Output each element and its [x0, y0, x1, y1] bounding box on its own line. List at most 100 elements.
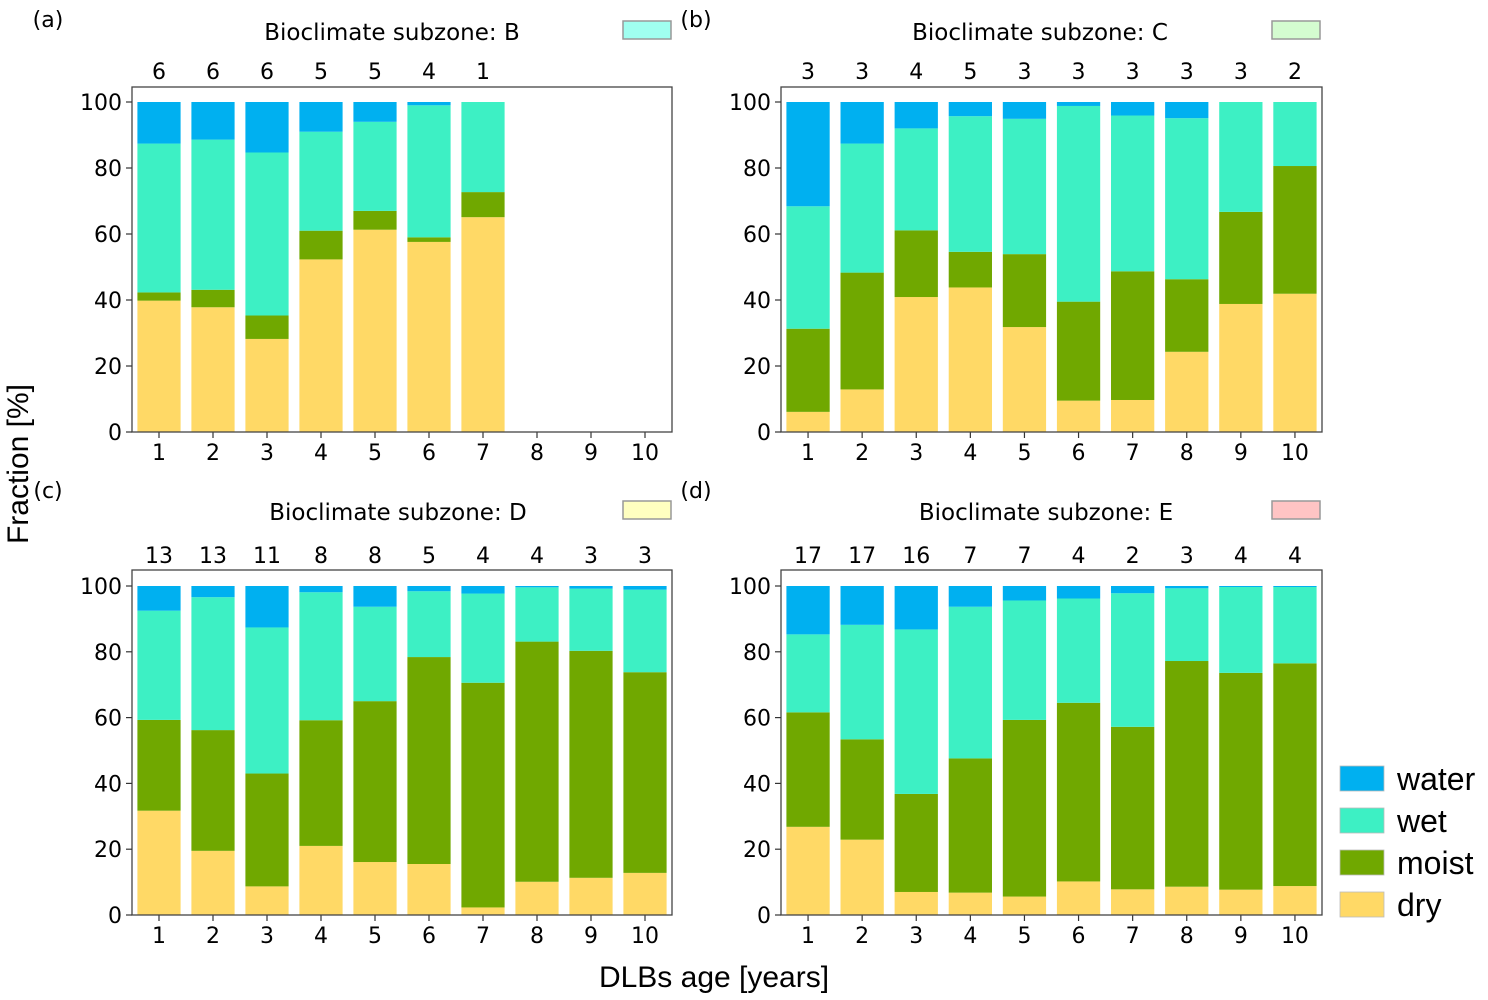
x-tick-label: 4: [314, 441, 328, 466]
bar-segment-moist: [948, 251, 992, 288]
sample-count-label: 3: [1234, 60, 1248, 85]
sample-count-label: 4: [1288, 544, 1302, 569]
y-tick-label: 20: [743, 355, 771, 380]
x-tick-label: 4: [963, 924, 977, 949]
bar-segment-water: [569, 586, 613, 589]
x-tick-label: 9: [1234, 924, 1248, 949]
bar-segment-dry: [137, 300, 181, 432]
bar-segment-dry: [191, 850, 235, 915]
bar-segment-dry: [569, 877, 613, 915]
bar-segment-moist: [840, 272, 884, 390]
bar-segment-moist: [353, 210, 397, 230]
y-tick-label: 100: [729, 91, 771, 116]
bar-segment-water: [245, 102, 289, 153]
bar-segment-wet: [948, 606, 992, 759]
sample-count-label: 7: [1017, 544, 1031, 569]
x-tick-label: 9: [1234, 441, 1248, 466]
bar-segment-water: [137, 586, 181, 611]
sample-count-label: 4: [476, 544, 490, 569]
bar-segment-water: [840, 102, 884, 144]
x-axis-title: DLBs age [years]: [599, 961, 829, 994]
bar-segment-water: [299, 586, 343, 593]
bar-segment-moist: [245, 315, 289, 339]
panel-title: Bioclimate subzone: E: [919, 500, 1173, 526]
bar-segment-dry: [1165, 886, 1209, 915]
y-tick-label: 20: [743, 838, 771, 863]
legend-label-water: water: [1396, 761, 1476, 797]
panel-label: (a): [33, 8, 64, 33]
legend-label-moist: moist: [1397, 845, 1474, 881]
bar-segment-moist: [191, 289, 235, 308]
x-tick-label: 3: [260, 924, 274, 949]
sample-count-label: 1: [476, 60, 490, 85]
x-tick-label: 5: [1017, 441, 1031, 466]
bar-segment-moist: [894, 230, 938, 298]
bar-segment-moist: [299, 230, 343, 260]
bar-segment-moist: [191, 730, 235, 851]
bar-segment-moist: [1002, 719, 1047, 897]
plot-frame: [780, 86, 1323, 433]
sample-count-label: 3: [1072, 60, 1086, 85]
sample-count-label: 5: [314, 60, 328, 85]
bar-segment-water: [1056, 586, 1101, 599]
bar-segment-wet: [299, 131, 343, 231]
sample-count-label: 8: [314, 544, 328, 569]
x-tick-label: 6: [422, 924, 436, 949]
x-tick-label: 2: [206, 924, 220, 949]
y-tick-label: 0: [108, 904, 122, 929]
x-tick-label: 8: [530, 441, 544, 466]
panel-label: (d): [680, 479, 711, 504]
bar-segment-dry: [299, 845, 343, 915]
bar-segment-water: [1002, 102, 1047, 119]
bar-segment-wet: [1273, 102, 1317, 167]
bar-segment-water: [245, 586, 289, 628]
bar-segment-water: [948, 586, 992, 607]
sample-count-label: 8: [368, 544, 382, 569]
bar-segment-dry: [894, 297, 938, 432]
bar-segment-wet: [137, 143, 181, 293]
bar-segment-water: [1002, 586, 1047, 601]
bar-segment-wet: [623, 589, 667, 673]
legend-swatch-moist: [1339, 849, 1385, 876]
bar-segment-wet: [1002, 600, 1047, 720]
bar-segment-water: [894, 586, 938, 630]
bar-segment-dry: [353, 229, 397, 432]
sample-count-label: 2: [1126, 544, 1140, 569]
sample-count-label: 3: [638, 544, 652, 569]
x-tick-label: 3: [909, 924, 923, 949]
bar-segment-wet: [948, 116, 992, 252]
legend: water wet moist dry: [1339, 761, 1476, 923]
legend-swatch-water: [1339, 765, 1385, 792]
bar-segment-moist: [1111, 726, 1155, 890]
bar-segment-dry: [1056, 400, 1101, 432]
x-tick-label: 1: [801, 441, 815, 466]
bar-segment-dry: [786, 826, 830, 915]
x-tick-label: 5: [368, 924, 382, 949]
bar-segment-water: [1111, 102, 1155, 116]
y-tick-label: 80: [743, 157, 771, 182]
y-tick-label: 60: [94, 707, 122, 732]
x-tick-label: 8: [530, 924, 544, 949]
bar-segment-moist: [1219, 211, 1263, 304]
bar-segment-dry: [1002, 327, 1047, 432]
subzone-swatch: [622, 20, 672, 40]
y-tick-label: 60: [743, 223, 771, 248]
bar-segment-wet: [786, 634, 830, 713]
y-tick-label: 60: [743, 707, 771, 732]
x-tick-label: 10: [1281, 924, 1309, 949]
bar-segment-water: [515, 586, 559, 588]
sample-count-label: 3: [1126, 60, 1140, 85]
bar-segment-dry: [623, 872, 667, 915]
x-tick-label: 7: [476, 441, 490, 466]
bar-segment-wet: [1056, 598, 1101, 703]
panel-d: (d) Bioclimate subzone: E 1 17 2 17 3 16 4 7 5 7 6 4 7…: [680, 479, 1323, 949]
bar-segment-wet: [894, 128, 938, 231]
bar-segment-dry: [245, 886, 289, 915]
bar-segment-dry: [1111, 399, 1155, 432]
sample-count-label: 3: [1017, 60, 1031, 85]
bar-segment-moist: [1002, 254, 1047, 328]
bar-segment-dry: [1273, 293, 1317, 432]
bar-segment-wet: [191, 139, 235, 290]
bar-segment-water: [1111, 586, 1155, 594]
